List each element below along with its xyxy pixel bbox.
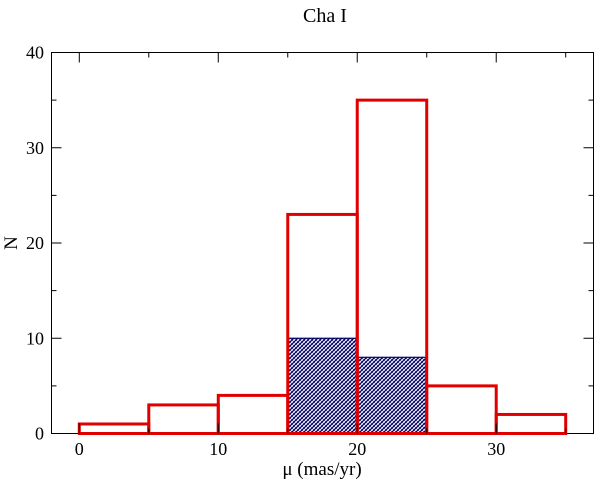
outline-bar [425,384,498,435]
outline-bar [355,98,429,435]
x-tick-label: 10 [209,439,227,459]
y-tick-label: 40 [26,43,44,63]
outline-bar [216,393,290,435]
y-axis-label: N [1,236,22,250]
y-tick-label: 10 [26,328,44,348]
y-tick-labels: 0 10 20 30 40 [26,43,44,444]
outline-bar [147,403,220,435]
x-tick-label: 30 [487,439,505,459]
outline-bar [494,412,568,436]
hatched-bar [356,356,428,435]
x-tick-labels: 0 10 20 30 [75,439,505,459]
x-tick-label: 0 [75,439,84,459]
x-axis-label: μ (mas/yr) [282,459,361,480]
outline-bar [77,422,151,436]
x-tick-label: 20 [348,439,366,459]
hatched-bar [287,337,358,435]
hatched-series [287,337,428,435]
y-tick-label: 20 [26,233,44,253]
y-tick-label: 0 [35,424,44,444]
chart-title: Cha I [303,5,347,27]
y-tick-label: 30 [26,138,44,158]
axis-ticks [51,52,594,434]
